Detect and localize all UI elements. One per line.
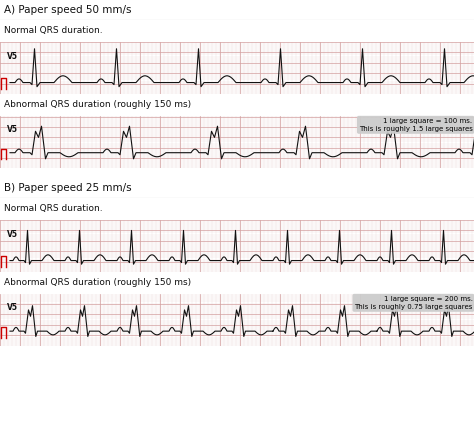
Text: V5: V5 <box>7 230 18 239</box>
Text: V5: V5 <box>7 125 18 134</box>
Text: 1 large square = 200 ms.
This is roughly 0.75 large squares: 1 large square = 200 ms. This is roughly… <box>354 295 473 310</box>
Text: Normal QRS duration.: Normal QRS duration. <box>4 26 102 35</box>
Text: A) Paper speed 50 mm/s: A) Paper speed 50 mm/s <box>4 5 131 15</box>
Text: Normal QRS duration.: Normal QRS duration. <box>4 204 102 213</box>
Text: V5: V5 <box>7 52 18 61</box>
Text: Abnormal QRS duration (roughly 150 ms): Abnormal QRS duration (roughly 150 ms) <box>4 100 191 109</box>
Text: V5: V5 <box>7 303 18 312</box>
Text: 1 large square = 100 ms.
This is roughly 1.5 large squares: 1 large square = 100 ms. This is roughly… <box>359 117 473 132</box>
Text: Abnormal QRS duration (roughly 150 ms): Abnormal QRS duration (roughly 150 ms) <box>4 278 191 287</box>
Text: B) Paper speed 25 mm/s: B) Paper speed 25 mm/s <box>4 183 131 193</box>
